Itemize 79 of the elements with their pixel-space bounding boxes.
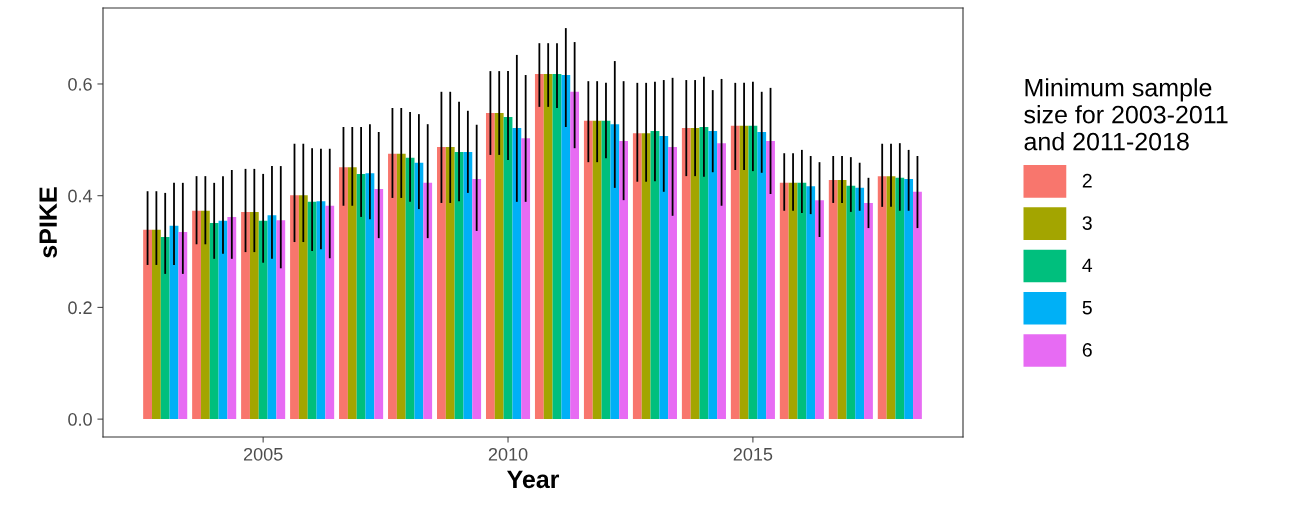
bar [855, 187, 865, 420]
x-tick-label: 2005 [243, 447, 283, 461]
y-tick-label: 0.2 [68, 301, 92, 315]
legend-title: Minimum sample size for 2003-2011 and 2011-2018 [1024, 78, 1228, 151]
legend-label: 2 [1082, 173, 1092, 188]
bar [797, 182, 807, 420]
x-tick-label: 2015 [733, 447, 773, 461]
bar [512, 128, 522, 420]
bar [209, 223, 219, 420]
legend-label: 6 [1082, 343, 1092, 357]
bar [200, 210, 210, 420]
bar [276, 220, 286, 420]
y-tick-label: 0.0 [68, 413, 92, 426]
bar [828, 180, 838, 420]
bar [298, 195, 308, 420]
legend-label: 4 [1082, 258, 1093, 273]
bar [290, 195, 299, 420]
bar [414, 162, 424, 420]
bar [160, 237, 170, 420]
bar [619, 140, 629, 420]
legend-label: 5 [1082, 300, 1092, 315]
bar [241, 211, 250, 420]
bar [543, 73, 553, 420]
bar [913, 191, 922, 420]
bar [708, 130, 718, 420]
bar [143, 229, 152, 420]
bar [748, 125, 758, 420]
bar [151, 229, 161, 420]
bar [904, 178, 914, 420]
bar [374, 188, 384, 420]
bar [757, 132, 767, 420]
legend-label: 3 [1082, 216, 1092, 230]
bar [641, 133, 651, 420]
bar [534, 73, 544, 420]
bar [570, 91, 580, 420]
bar [485, 113, 495, 420]
bar [325, 205, 335, 420]
bar [877, 176, 887, 420]
y-axis-title: sPIKE [39, 187, 57, 258]
bar [610, 124, 620, 420]
bar [690, 128, 700, 420]
bar [846, 185, 856, 420]
bar [388, 153, 397, 420]
bar [895, 177, 905, 420]
bar [463, 152, 473, 420]
bar [347, 167, 357, 420]
bar [494, 113, 504, 420]
bar [227, 216, 237, 420]
bar [632, 133, 642, 420]
bar [258, 220, 268, 420]
bar [396, 153, 406, 420]
bar [192, 210, 201, 420]
bar [178, 232, 188, 420]
bar [779, 182, 789, 420]
bar [583, 120, 593, 420]
bar [339, 167, 348, 420]
bar [766, 140, 775, 420]
bar [307, 201, 317, 420]
bar [356, 173, 366, 420]
bar [423, 182, 433, 420]
y-tick-label: 0.4 [68, 189, 93, 203]
bar [668, 147, 677, 420]
bar [249, 211, 259, 420]
bar [561, 75, 571, 420]
y-tick-label: 0.6 [68, 77, 92, 91]
bar [806, 186, 816, 420]
bar [864, 202, 873, 420]
bar [592, 120, 602, 420]
bar [730, 125, 740, 420]
bar [521, 138, 531, 420]
x-tick-label: 2010 [488, 447, 528, 461]
bar [659, 135, 669, 420]
bar [445, 147, 455, 420]
bar [437, 147, 446, 420]
bar [717, 143, 726, 420]
bar [681, 128, 691, 420]
bar [815, 200, 824, 420]
x-axis-title: Year [507, 470, 560, 489]
bar [472, 178, 482, 420]
